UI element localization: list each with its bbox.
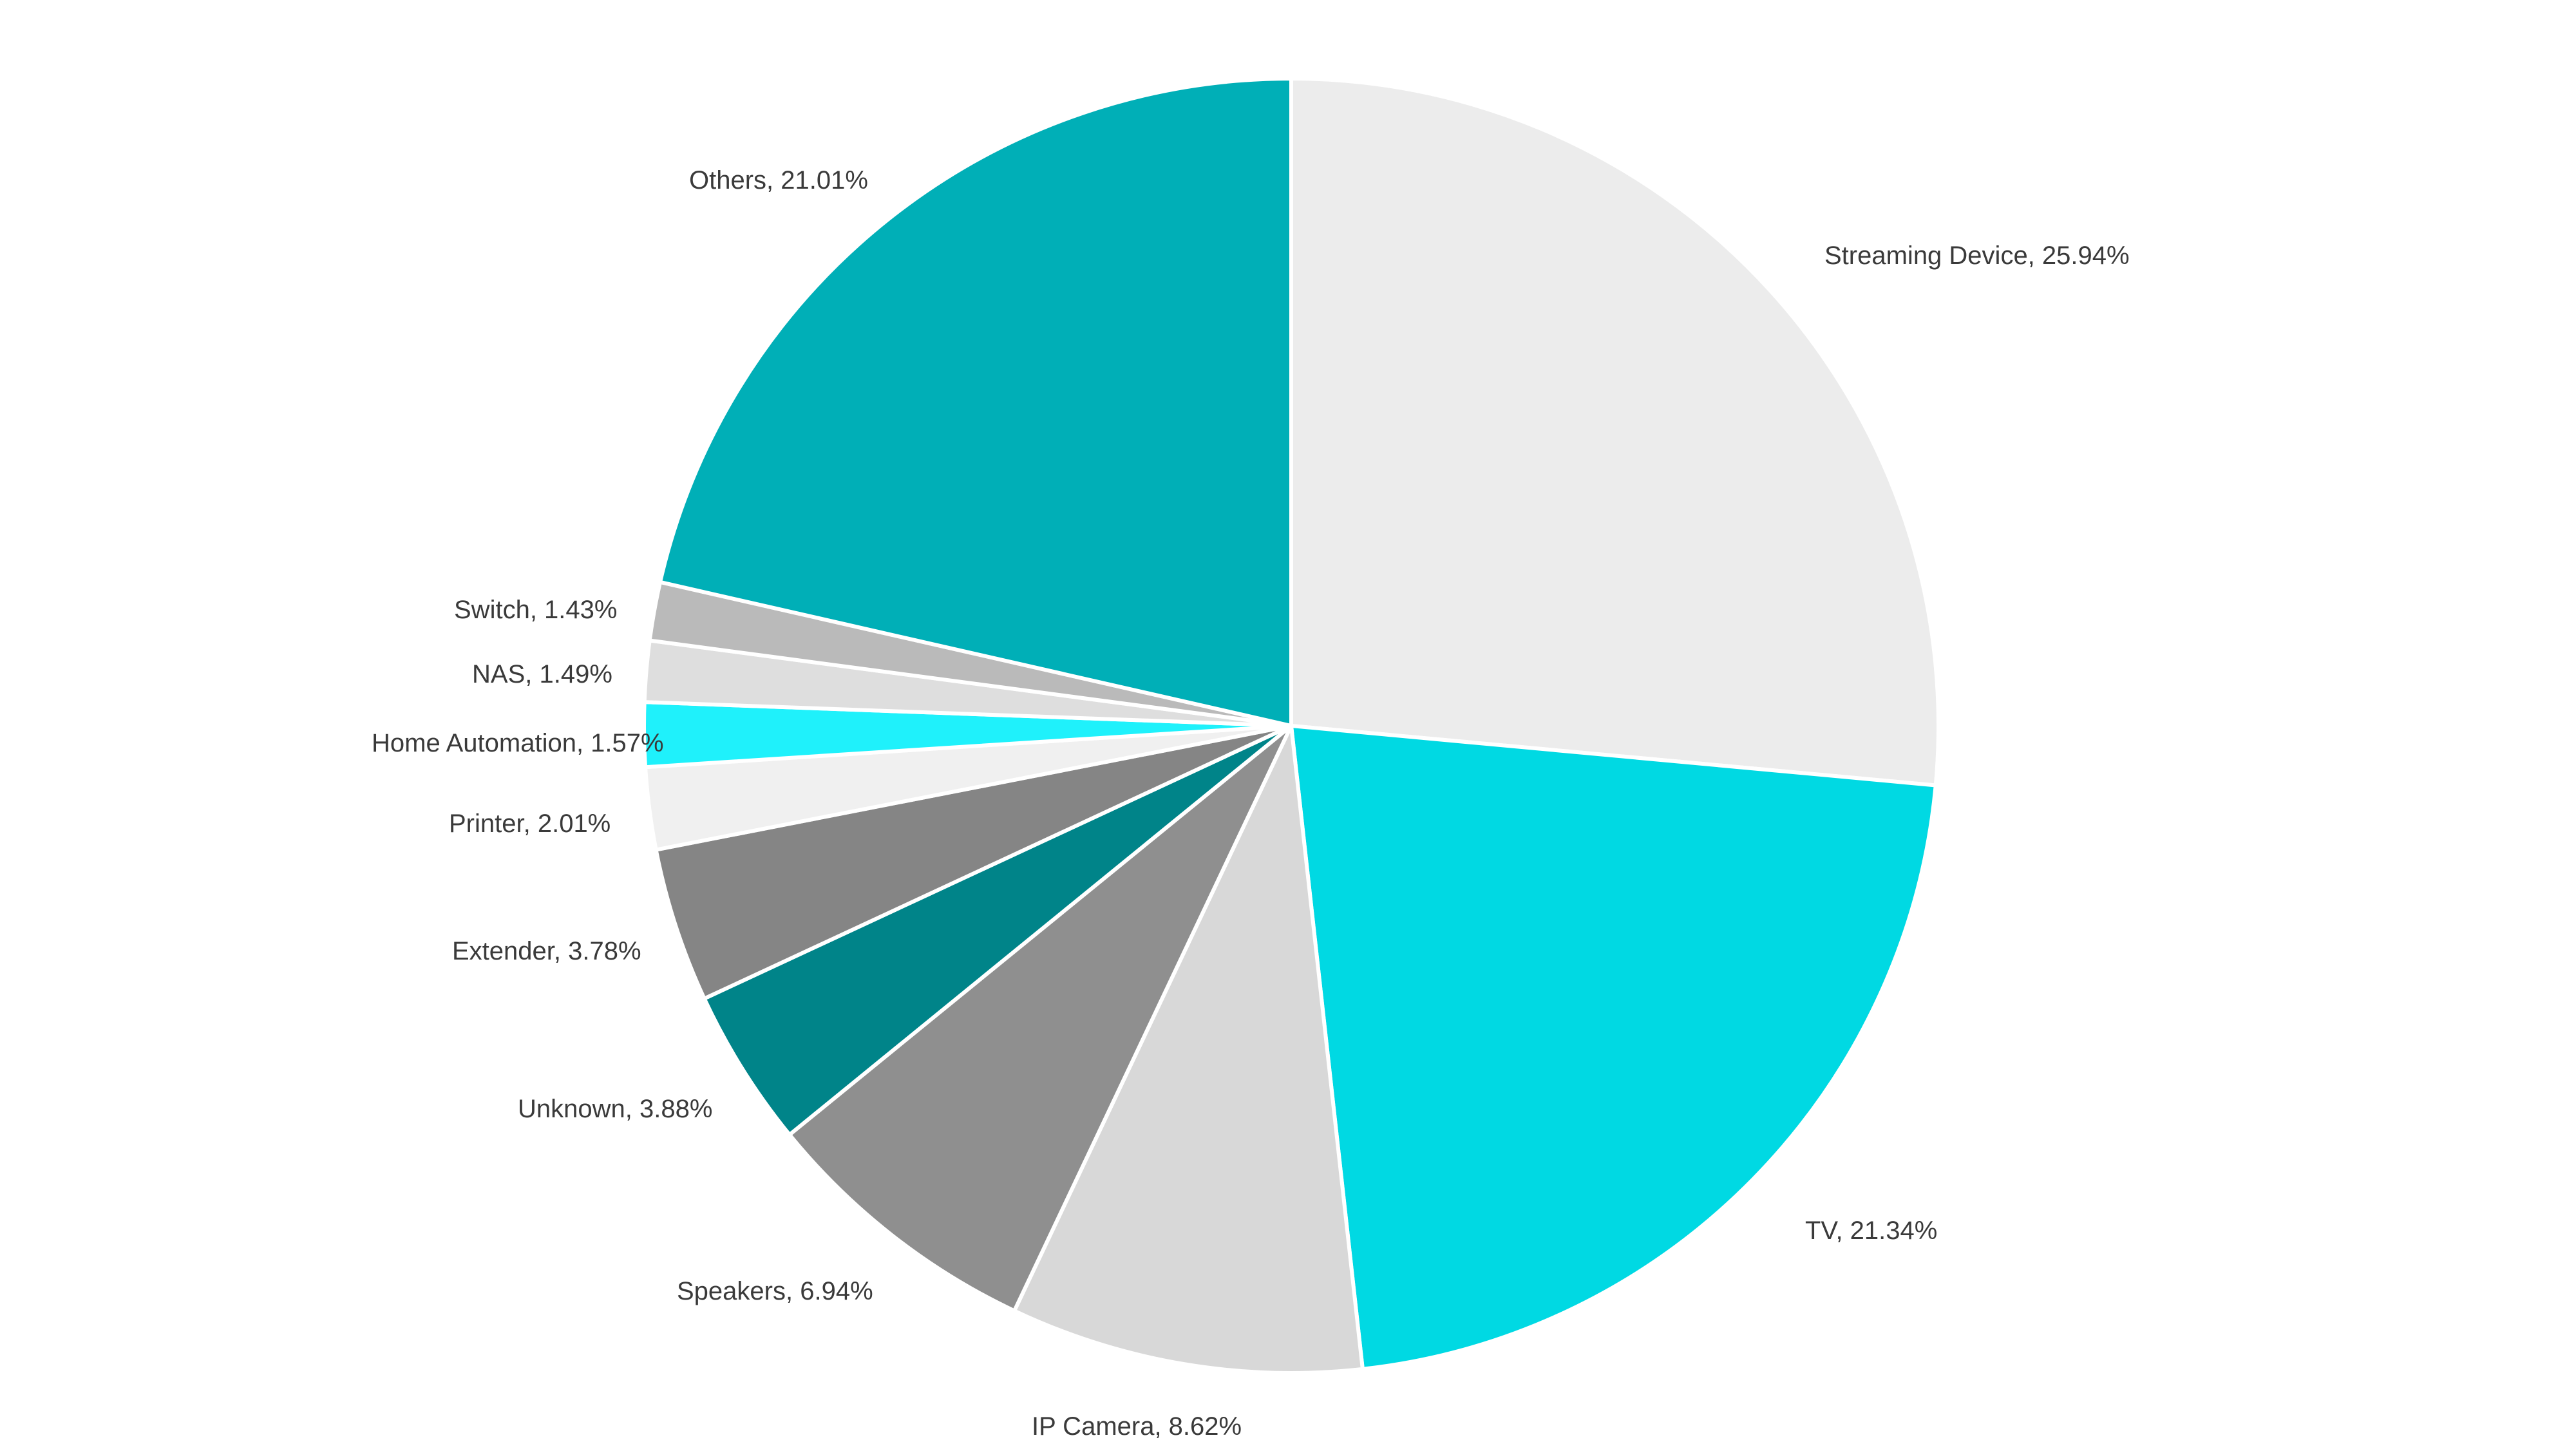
pie-slice-extender [654,724,1293,1001]
pie-slice-others [658,77,1293,728]
slice-label-unknown: Unknown, 3.88% [518,1095,712,1123]
slice-label-printer: Printer, 2.01% [449,810,611,838]
pie-slice-speakers [787,724,1293,1313]
slice-label-streaming-device: Streaming Device, 25.94% [1824,242,2130,270]
pie-slice-ip-camera [1012,724,1365,1375]
pie-slice-unknown [702,724,1293,1137]
slice-label-others: Others, 21.01% [689,166,868,194]
slice-label-switch: Switch, 1.43% [454,596,617,624]
slice-label-speakers: Speakers, 6.94% [677,1277,873,1305]
slice-label-ip-camera: IP Camera, 8.62% [1032,1412,1242,1441]
slice-label-tv: TV, 21.34% [1805,1217,1937,1245]
slice-label-home-automation: Home Automation, 1.57% [372,729,664,757]
slice-label-nas: NAS, 1.49% [472,660,612,688]
pie-slices [642,77,1940,1375]
pie-slice-tv [1289,724,1938,1371]
pie-slice-streaming-device [1289,77,1940,788]
pie-labels: Streaming Device, 25.94% TV, 21.34% IP Cam… [372,166,2130,1441]
slice-label-extender: Extender, 3.78% [452,937,641,965]
